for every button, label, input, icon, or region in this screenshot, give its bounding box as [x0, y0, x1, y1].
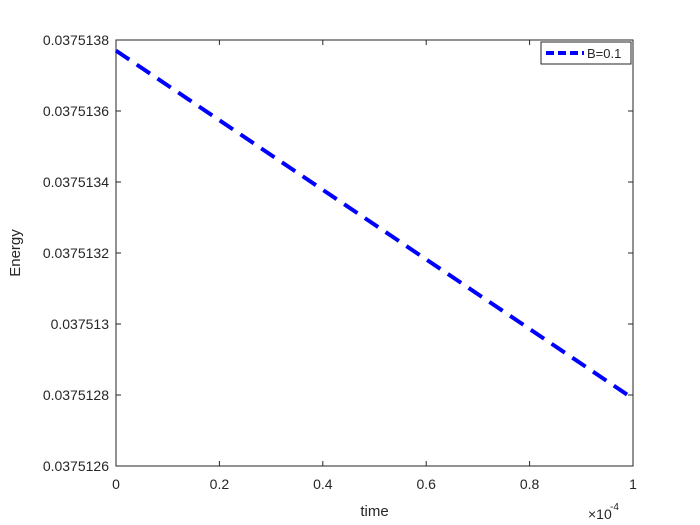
y-tick-label: 0.037513 — [51, 316, 110, 332]
x-axis-exponent-power: -4 — [610, 502, 619, 513]
legend-box — [540, 41, 632, 65]
x-tick-label: 0 — [112, 476, 120, 492]
x-tick-label: 0.2 — [210, 476, 230, 492]
x-axis-exponent-base: ×10 — [588, 506, 612, 522]
axis-ticks: 0 0.2 0.4 0.6 0.8 1 0.0375126 0.0375128 0.037513… — [43, 32, 637, 492]
x-tick-label: 0.8 — [520, 476, 540, 492]
x-tick-label: 0.4 — [313, 476, 333, 492]
x-tick-label: 0.6 — [416, 476, 436, 492]
y-tick-label: 0.0375136 — [43, 103, 109, 119]
series-lines — [114, 48, 635, 401]
y-tick-label: 0.0375128 — [43, 387, 109, 403]
series-line — [114, 48, 635, 401]
y-tick-label: 0.0375126 — [43, 458, 109, 474]
y-tick-label: 0.0375138 — [43, 32, 109, 48]
x-axis-exponent: ×10 -4 — [588, 502, 619, 522]
x-tick-label: 1 — [629, 476, 637, 492]
x-axis-label: time — [360, 503, 388, 520]
legend: B=0.1 — [540, 41, 632, 65]
y-tick-label: 0.0375134 — [43, 174, 109, 190]
plot-area — [115, 39, 634, 467]
y-axis-label: Energy — [7, 229, 24, 277]
legend-label: B=0.1 — [587, 46, 621, 61]
y-tick-label: 0.0375132 — [43, 245, 109, 261]
